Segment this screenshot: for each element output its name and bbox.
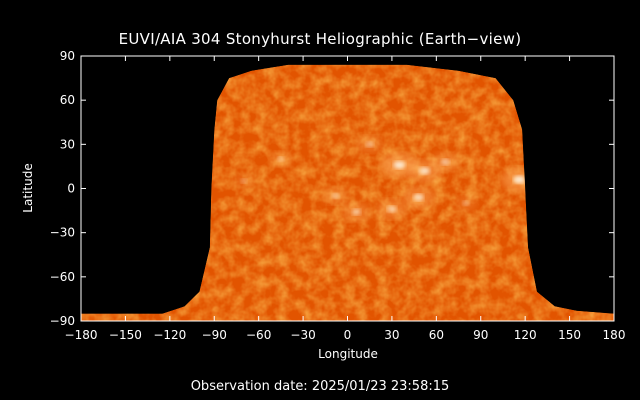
observation-date: Observation date: 2025/01/23 23:58:15 <box>190 379 450 394</box>
x-axis-label: Longitude <box>318 347 378 361</box>
x-tick-label: −30 <box>290 328 315 342</box>
bright-region <box>513 175 526 184</box>
y-tick-label: −60 <box>50 270 75 284</box>
y-axis-label: Latitude <box>21 163 35 212</box>
x-tick-label: 0 <box>344 328 352 342</box>
x-tick-label: 120 <box>514 328 537 342</box>
y-tick-label: 0 <box>67 182 75 196</box>
bright-region <box>418 167 430 175</box>
x-tick-label: 30 <box>384 328 399 342</box>
map-area <box>81 64 614 321</box>
x-tick-label: 90 <box>473 328 488 342</box>
bright-region <box>413 193 424 201</box>
x-axis: −180 −150 −120 −90 −60 −30 0 30 60 90 120 150 180 <box>65 56 626 342</box>
bright-region <box>440 158 450 166</box>
y-tick-label: −90 <box>50 314 75 328</box>
bright-region <box>240 178 248 184</box>
y-tick-label: 30 <box>60 137 75 151</box>
y-tick-label: −30 <box>50 226 75 240</box>
x-tick-label: −120 <box>153 328 186 342</box>
bright-region <box>365 141 374 148</box>
bright-region <box>387 205 397 213</box>
y-tick-label: 60 <box>60 93 75 107</box>
x-tick-label: 60 <box>429 328 444 342</box>
bright-region <box>462 200 470 206</box>
bright-region <box>393 160 406 169</box>
coverage-map-texture <box>81 64 614 321</box>
x-tick-label: −150 <box>109 328 142 342</box>
y-axis: −90 −60 −30 0 30 60 90 <box>50 49 614 328</box>
x-tick-label: −180 <box>65 328 98 342</box>
chart-title: EUVI/AIA 304 Stonyhurst Heliographic (Ea… <box>118 30 522 48</box>
bright-region <box>277 156 285 162</box>
bright-region <box>351 208 361 216</box>
x-tick-label: 180 <box>603 328 626 342</box>
x-tick-label: −90 <box>202 328 227 342</box>
y-tick-label: 90 <box>60 49 75 63</box>
x-tick-label: −60 <box>246 328 271 342</box>
x-tick-label: 150 <box>558 328 581 342</box>
bright-region <box>331 193 340 199</box>
